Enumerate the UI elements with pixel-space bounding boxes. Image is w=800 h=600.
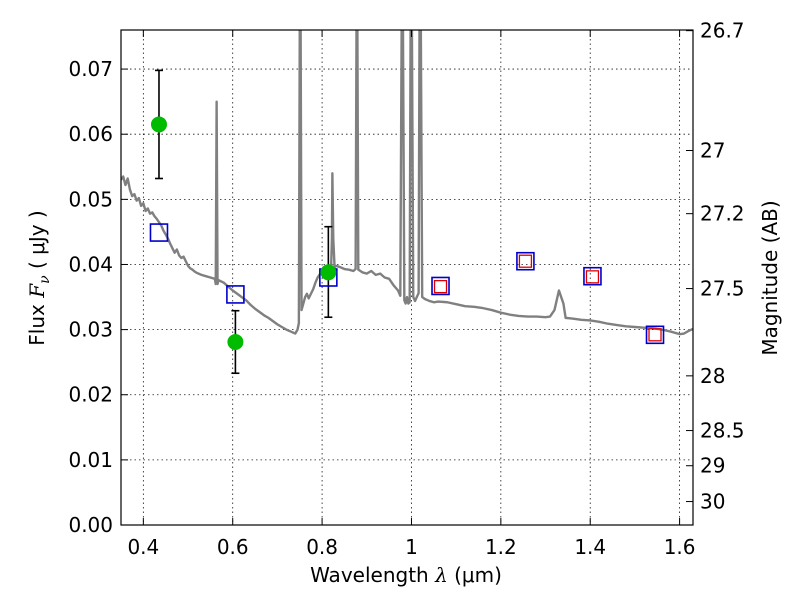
x-tick-label: 1 [405,535,418,559]
x-tick-label: 1.4 [574,535,606,559]
y2-axis-title: Magnitude (AB) [758,200,782,355]
x-axis-title: Wavelength λ (μm) [310,563,502,587]
y-tick-label: 0.07 [68,57,113,81]
y2-tick-label: 30 [700,490,725,514]
nir-photometry-square [518,254,533,268]
y2-tick-label: 27 [700,138,725,162]
y2-tick-label: 27.2 [700,202,745,226]
y-tick-label: 0.00 [68,513,113,537]
model-spectrum-line [121,30,693,336]
x-tick-label: 1.6 [664,535,696,559]
model-photometry-square [149,223,169,242]
axis-ticks: 0.4 0.6 0.8 1 1.2 1.4 1.6 0.00 0.01 0.02 0.03 0.04 0… [68,19,744,559]
model-photometry-square [583,266,602,286]
observed-dot [227,333,244,350]
nir-photometry-square [585,270,600,284]
y-tick-label: 0.04 [68,252,113,276]
observed-dot [320,264,337,281]
x-tick-label: 0.6 [217,535,249,559]
plot-frame [120,29,694,526]
y-tick-label: 0.02 [68,383,113,407]
model-photometry-square [645,325,665,345]
y-tick-label: 0.01 [68,448,113,472]
model-photometry-square [516,251,535,271]
plot-area [121,30,693,375]
x-tick-label: 0.8 [306,535,338,559]
y-tick-label: 0.05 [68,187,113,211]
error-bars [154,69,333,375]
y2-tick-label: 26.7 [700,19,745,43]
y-tick-label: 0.03 [68,318,113,342]
observed-dots [150,116,337,350]
model-photometry-square [226,285,245,304]
nir-photometry-square [648,328,662,342]
x-tick-label: 0.4 [127,535,159,559]
y2-tick-label: 29 [700,454,725,478]
nir-photometry-square [433,279,448,294]
observed-dot [150,116,167,133]
model-photometry-square [431,276,450,296]
y2-tick-label: 28 [700,364,725,388]
y2-tick-label: 28.5 [700,419,745,443]
y-tick-label: 0.06 [68,122,113,146]
x-tick-label: 1.2 [485,535,517,559]
photometry-squares [149,223,665,345]
y2-tick-label: 27.5 [700,277,745,301]
y-axis-title: Flux Fν ( μJy ) [25,210,53,345]
